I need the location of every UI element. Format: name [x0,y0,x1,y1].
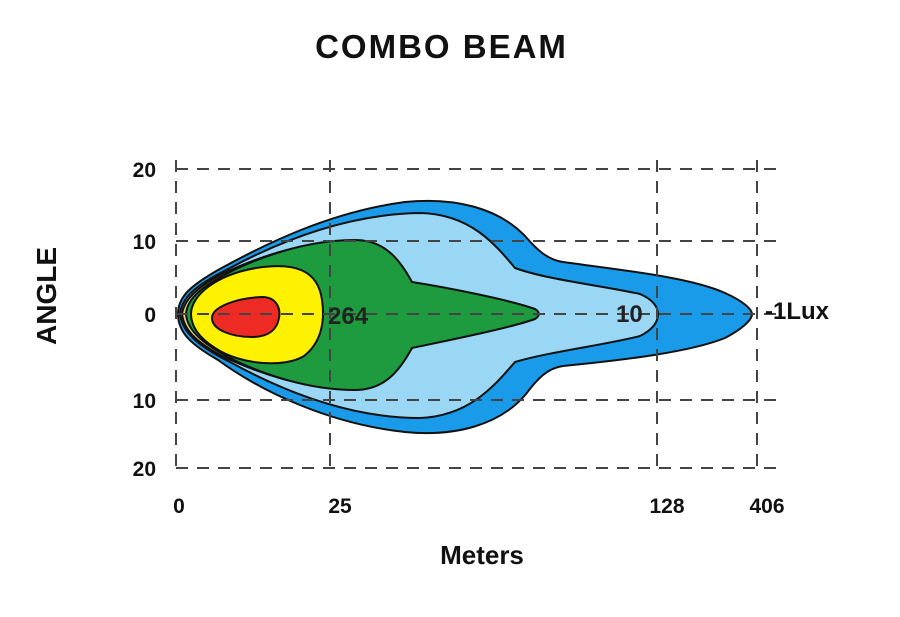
contour-label-264: 264 [328,303,369,330]
y-tick-label: 20 [133,458,156,481]
x-tick-label: 25 [328,495,352,518]
grid-lines [175,160,778,475]
y-tick-label: 10 [133,390,156,413]
y-tick-label: 20 [133,159,156,182]
x-tick-label: 0 [173,495,185,518]
y-tick-label: 0 [144,304,156,327]
axis-ticks: 20 10 0 10 20 0 25 128 406 [133,159,785,518]
lux-end-label: -1Lux [765,298,830,325]
x-axis-label: Meters [440,540,524,570]
contour-label-10: 10 [616,301,643,328]
x-tick-label: 128 [649,495,684,518]
x-tick-label: 406 [749,495,784,518]
beam-contours [176,199,754,435]
y-tick-label: 10 [133,231,156,254]
contour-red [210,295,281,339]
chart-title: COMBO BEAM [315,28,568,65]
